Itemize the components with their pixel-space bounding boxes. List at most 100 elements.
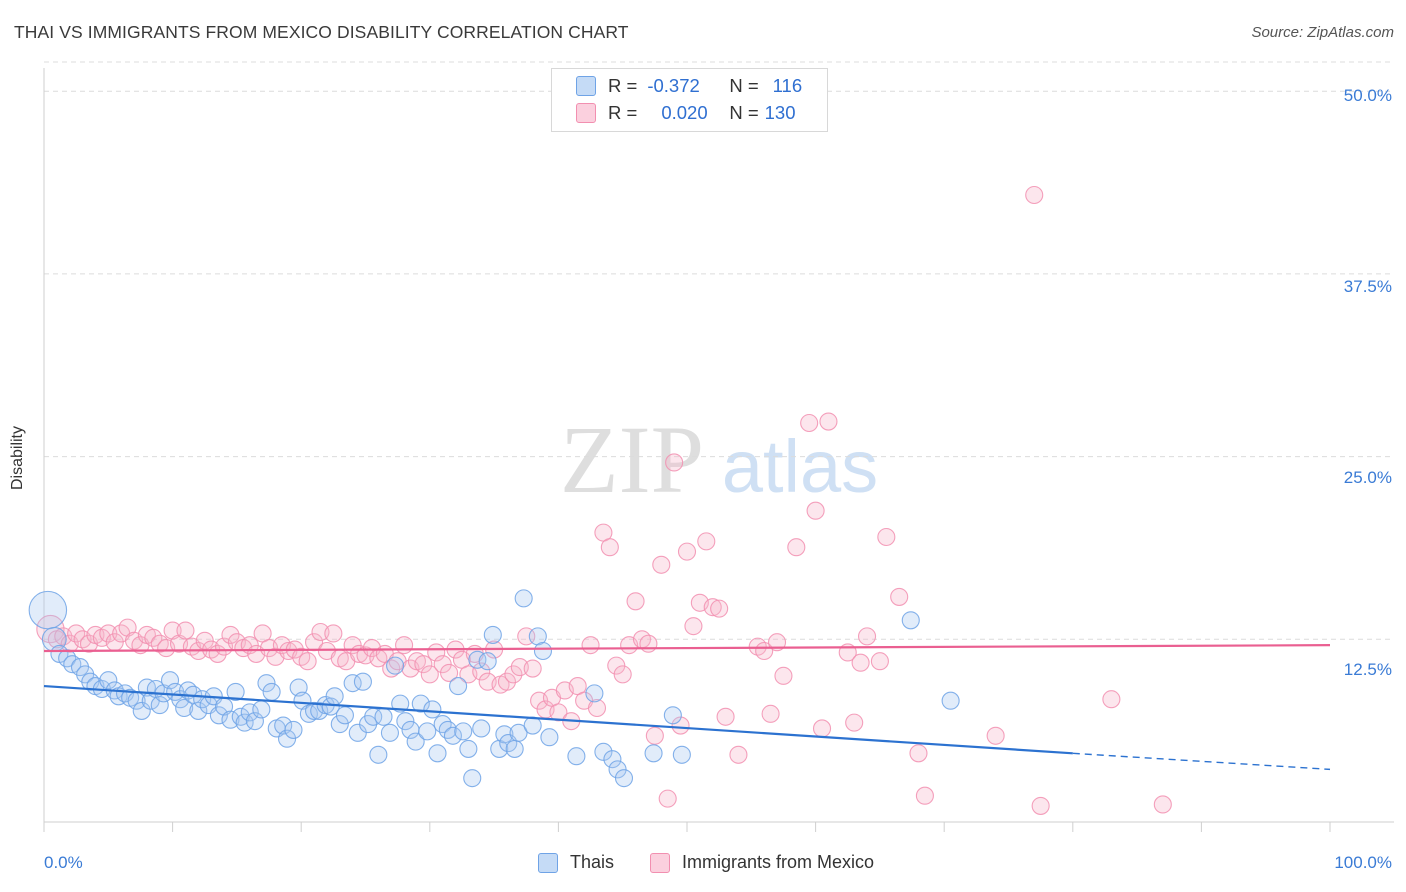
watermark: ZIP atlas <box>560 406 878 513</box>
data-point <box>414 655 433 674</box>
data-point <box>774 666 793 685</box>
data-point <box>870 652 889 671</box>
data-point <box>497 672 517 691</box>
data-point <box>671 716 690 735</box>
data-point <box>454 722 473 741</box>
bottom-legend-label-thais: Thais <box>570 852 615 872</box>
data-point <box>299 704 318 723</box>
data-point <box>639 634 658 653</box>
bottom-legend-mexico: Immigrants from Mexico <box>650 852 874 873</box>
data-point <box>663 706 682 725</box>
data-point <box>221 625 240 644</box>
bottom-legend-swatch-thais <box>538 852 558 873</box>
data-point <box>915 786 934 805</box>
data-point <box>257 674 276 693</box>
data-point <box>645 726 664 745</box>
legend-row-mexico: R = 0.020 N = 130 <box>576 101 796 125</box>
legend-r-value-thais: -0.372 <box>647 75 700 96</box>
data-point <box>1153 795 1172 814</box>
data-point <box>877 527 896 547</box>
data-point <box>509 723 528 742</box>
data-point <box>941 691 960 710</box>
data-point <box>472 662 491 681</box>
data-point <box>986 726 1005 745</box>
source-label: Source: ZipAtlas.com <box>1251 24 1394 41</box>
legend-n-label: N = <box>729 75 759 96</box>
data-point <box>240 703 259 722</box>
data-point <box>428 744 447 763</box>
legend: R = -0.372 N = 116 R = 0.020 N = 130 <box>551 68 828 132</box>
data-point <box>684 617 703 636</box>
data-point <box>819 412 838 431</box>
data-point <box>325 687 344 706</box>
data-point <box>594 742 613 761</box>
data-point <box>716 707 735 726</box>
data-point <box>652 555 671 574</box>
data-point <box>449 677 468 696</box>
data-point <box>440 663 459 682</box>
data-point <box>245 712 264 731</box>
data-point <box>321 697 340 716</box>
data-point <box>909 744 928 763</box>
data-point <box>806 501 825 520</box>
data-point <box>504 665 523 684</box>
data-point <box>189 701 208 720</box>
series-thais-points <box>28 589 960 788</box>
data-point <box>335 706 354 725</box>
data-point <box>697 532 716 551</box>
data-point <box>787 538 806 557</box>
y-tick-label-25: 25.0% <box>1343 468 1392 487</box>
data-point <box>221 710 240 729</box>
data-point <box>533 641 553 661</box>
data-point <box>672 745 691 764</box>
data-point <box>505 739 524 758</box>
data-point <box>483 625 502 644</box>
x-tick-label-0: 0.0% <box>44 853 83 872</box>
data-point <box>703 598 722 617</box>
bottom-legend-swatch-mexico <box>650 852 670 873</box>
data-point <box>209 706 228 725</box>
data-point <box>812 719 832 738</box>
data-point <box>626 592 645 611</box>
legend-r-label: R = <box>608 102 638 123</box>
data-point <box>374 707 393 726</box>
data-point <box>150 696 169 715</box>
data-point <box>293 691 312 710</box>
data-point <box>132 701 151 720</box>
legend-n-value-mexico: 130 <box>764 102 796 123</box>
data-point <box>353 672 372 691</box>
data-point <box>761 704 780 723</box>
data-point <box>163 621 182 640</box>
trend-line-thais <box>43 684 1073 755</box>
series-mexico-points <box>36 185 1172 815</box>
data-point <box>495 725 514 744</box>
data-point <box>845 713 864 732</box>
data-point <box>330 715 349 734</box>
data-point <box>890 587 909 606</box>
trend-lines <box>43 644 1331 771</box>
trend-line-mexico <box>43 644 1331 653</box>
y-tick-label-50: 50.0% <box>1343 86 1392 105</box>
data-point <box>298 652 317 671</box>
data-point <box>423 700 442 719</box>
legend-swatch-mexico <box>576 103 596 123</box>
data-point <box>613 665 632 684</box>
legend-r-value-mexico: 0.020 <box>661 102 708 123</box>
chart-title: THAI VS IMMIGRANTS FROM MEXICO DISABILIT… <box>14 22 629 42</box>
data-point <box>665 453 684 472</box>
data-point <box>160 671 180 690</box>
data-point <box>677 542 697 561</box>
axes <box>43 68 1394 832</box>
data-point <box>411 694 430 713</box>
data-point <box>587 698 607 718</box>
legend-n-label: N = <box>729 102 759 123</box>
data-point <box>386 656 405 675</box>
data-point <box>710 599 729 618</box>
data-point <box>603 750 622 769</box>
data-point <box>767 633 787 652</box>
data-point <box>478 652 497 671</box>
legend-row-thais: R = -0.372 N = 116 <box>576 74 802 98</box>
data-point <box>391 694 410 713</box>
data-point <box>118 618 137 637</box>
